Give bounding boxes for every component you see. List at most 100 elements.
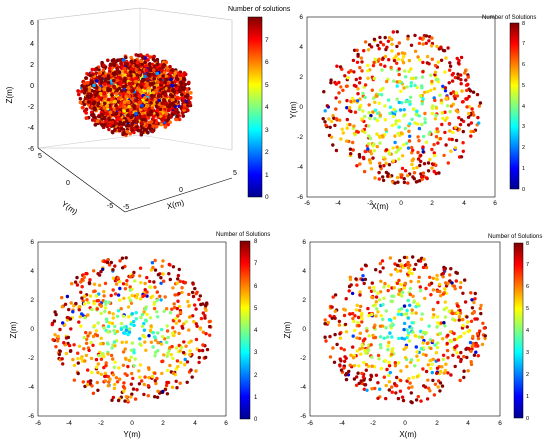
scatter-point [161,116,165,121]
scatter-point [102,294,106,298]
y-tick-label: 2 [30,297,34,304]
scatter-point [58,349,62,353]
scatter-point [377,47,381,51]
scatter-point [334,117,339,121]
scatter-point [441,353,446,357]
scatter-point [110,346,114,350]
scatter-point [171,286,175,290]
scatter-point [447,137,452,141]
scatter-point [92,269,96,273]
x-axis-label: X(m) [371,202,389,211]
scatter-point [180,290,184,295]
scatter-point [90,384,94,388]
scatter-point [363,83,368,87]
x-tick-label: 4 [193,420,197,427]
scatter-point [155,290,159,294]
colorbar-ticks: 0 1 2 3 4 5 6 7 8 [254,239,258,423]
scatter-point [376,396,380,400]
scatter-point [463,300,468,304]
scatter-point [168,64,172,69]
scatter-point [448,273,452,277]
scatter-point [343,359,347,363]
scatter-point [362,49,366,53]
scatter-point [121,385,126,389]
scatter-point [150,96,154,101]
scatter-point [381,317,385,322]
scatter-point [419,399,423,403]
scatter-point [204,355,208,360]
scatter-point [415,165,419,170]
scatter-point [153,354,157,358]
scatter-point [181,326,185,330]
scatter-point [418,285,422,289]
scatter-point [399,369,403,373]
z-tick-label: 0 [30,83,34,90]
scatter-point [360,117,364,121]
scatter-point [353,110,358,114]
scatter-point [86,313,90,317]
scatter-point [115,117,119,122]
scatter-point [137,382,142,386]
scatter-point [383,118,387,122]
scatter-point [436,321,440,325]
scatter-point [472,353,477,357]
scatter-point [84,76,88,80]
scatter-point [76,351,80,355]
scatter-point [328,355,333,359]
scatter-point [395,145,399,149]
scatter-point [103,379,108,383]
scatter-point [369,373,373,377]
scatter-point [468,340,473,345]
scatter-point [110,93,114,97]
scatter-point [198,327,203,331]
scatter-point [356,92,360,96]
scatter-point [435,325,439,329]
colorbar-tick-label: 1 [526,394,529,400]
scatter-point [61,321,65,325]
scatter-point [354,84,358,88]
panel-xz: -6 -4 -2 0 2 4 6 X(m) -6 -4 -2 0 2 4 6 Z… [283,234,542,439]
colorbar [513,242,524,419]
scatter-point [169,77,173,82]
scatter-point [441,275,445,279]
scatter-point [332,360,337,364]
scatter-point [121,363,126,367]
scatter-point [94,79,99,83]
scatter-point [185,360,190,364]
scatter-point [357,364,361,368]
scatter-point [449,267,453,271]
scatter-point [94,329,99,333]
scatter-point [401,61,406,65]
scatter-point [166,68,171,73]
scatter-point [158,93,163,98]
scatter-point [447,81,451,85]
scatter-point [466,75,470,79]
scatter-point [80,285,84,289]
scatter-point [195,324,199,328]
scatter-point [371,63,376,68]
scatter-point [387,163,392,167]
scatter-point [394,122,398,126]
scatter-point [344,297,348,301]
scatter-point [398,146,403,150]
scatter-point [341,88,345,93]
scatter-point [351,58,356,63]
scatter-point [399,378,403,383]
scatter-point [410,158,414,163]
scatter-point [379,88,383,92]
scatter-point [79,324,83,328]
scatter-point [357,324,361,328]
scatter-point [150,374,155,379]
scatter-point [89,340,93,345]
scatter-point [124,256,128,260]
scatter-point [113,382,117,387]
scatter-point [418,36,422,40]
scatter-point [322,90,326,94]
scatter-point [141,111,145,116]
scatter-point [474,350,478,354]
scatter-point [340,127,344,131]
scatter-point [132,351,136,355]
scatter-point [388,105,393,109]
scatter-point [417,41,422,46]
scatter-point [142,382,146,387]
